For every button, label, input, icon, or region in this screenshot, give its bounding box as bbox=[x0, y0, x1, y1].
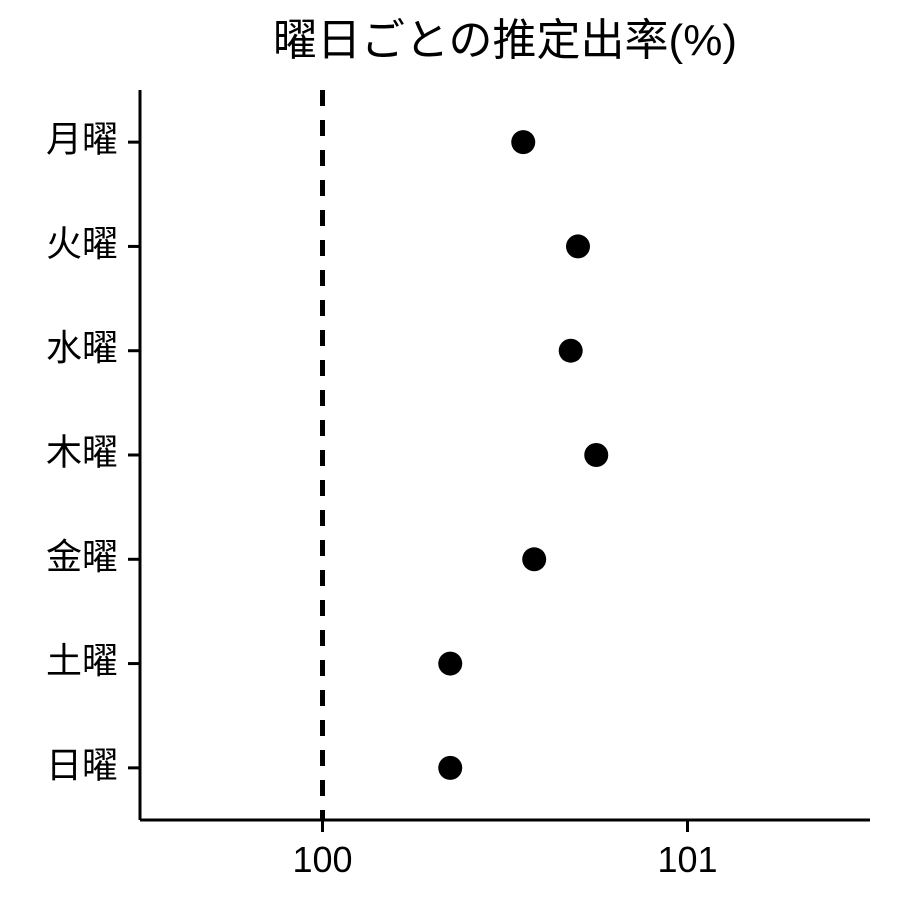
y-tick-label: 月曜 bbox=[46, 119, 118, 160]
data-point bbox=[438, 756, 462, 780]
x-tick-label: 101 bbox=[657, 839, 717, 880]
x-tick-label: 100 bbox=[292, 839, 352, 880]
data-point bbox=[584, 443, 608, 467]
y-tick-label: 木曜 bbox=[46, 432, 118, 473]
y-tick-label: 土曜 bbox=[46, 640, 118, 681]
data-point bbox=[511, 130, 535, 154]
y-tick-label: 金曜 bbox=[46, 536, 118, 577]
y-tick-label: 水曜 bbox=[46, 327, 118, 368]
dot-plot-chart: 曜日ごとの推定出率(%) 100 101 月曜火曜水曜木曜金曜土曜日曜 bbox=[0, 0, 900, 900]
data-point bbox=[522, 547, 546, 571]
y-tick-label: 火曜 bbox=[46, 223, 118, 264]
chart-container: 曜日ごとの推定出率(%) 100 101 月曜火曜水曜木曜金曜土曜日曜 bbox=[0, 0, 900, 900]
data-point bbox=[566, 234, 590, 258]
y-tick-label: 日曜 bbox=[46, 744, 118, 785]
data-point bbox=[438, 652, 462, 676]
chart-title: 曜日ごとの推定出率(%) bbox=[273, 16, 737, 65]
data-point bbox=[559, 339, 583, 363]
